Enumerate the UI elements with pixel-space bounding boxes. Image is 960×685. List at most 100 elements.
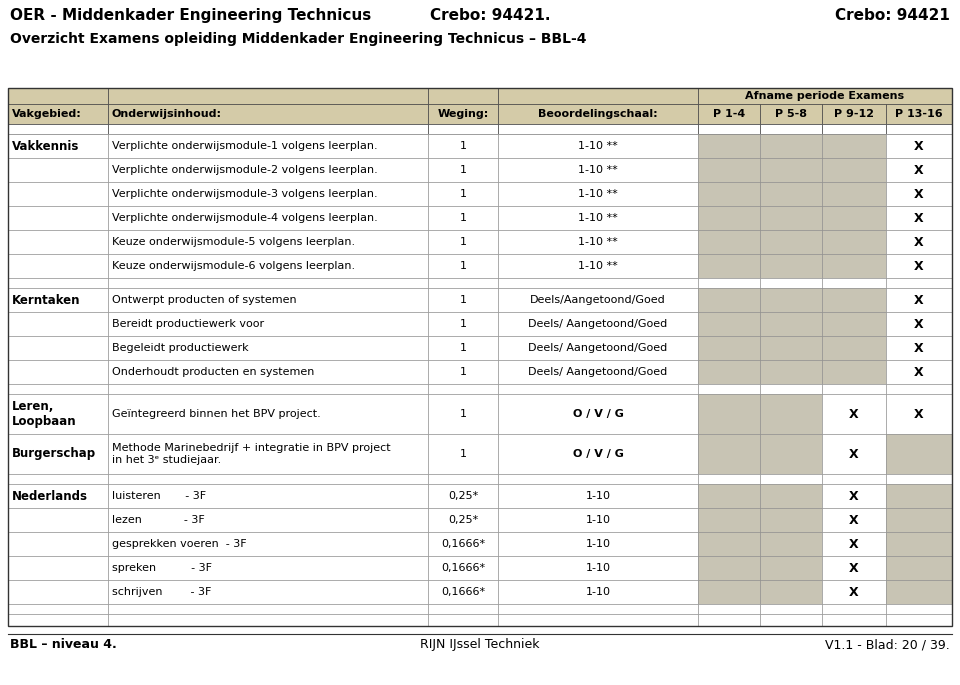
Text: Keuze onderwijsmodule-5 volgens leerplan.: Keuze onderwijsmodule-5 volgens leerplan… (112, 237, 355, 247)
Bar (108, 556, 428, 580)
Text: 1-10 **: 1-10 ** (578, 261, 618, 271)
Text: spreken          - 3F: spreken - 3F (112, 563, 212, 573)
Text: X: X (850, 562, 859, 575)
Bar (8, 278, 108, 288)
Text: Burgerschap: Burgerschap (12, 447, 96, 460)
Text: 1: 1 (460, 409, 467, 419)
Bar (886, 104, 952, 124)
Bar (428, 614, 498, 626)
Bar (8, 434, 108, 474)
Bar (698, 394, 760, 434)
Bar (760, 484, 822, 508)
Bar (108, 206, 428, 230)
Bar (428, 206, 498, 230)
Text: 1: 1 (460, 449, 467, 459)
Bar (886, 474, 952, 484)
Text: Onderhoudt producten en systemen: Onderhoudt producten en systemen (112, 367, 314, 377)
Bar (428, 88, 498, 104)
Text: schrijven        - 3F: schrijven - 3F (112, 587, 211, 597)
Bar (886, 134, 952, 158)
Bar (428, 384, 498, 394)
Bar (8, 88, 108, 104)
Bar (886, 556, 952, 580)
Bar (886, 336, 952, 360)
Text: 1: 1 (460, 319, 467, 329)
Text: X: X (850, 490, 859, 503)
Text: 0,1666*: 0,1666* (441, 587, 485, 597)
Text: Deels/ Aangetoond/Goed: Deels/ Aangetoond/Goed (528, 319, 667, 329)
Text: X: X (850, 586, 859, 599)
Bar (822, 484, 886, 508)
Bar (108, 124, 428, 134)
Bar (822, 336, 886, 360)
Bar (698, 508, 760, 532)
Text: Beoordelingschaal:: Beoordelingschaal: (539, 109, 658, 119)
Text: 1-10 **: 1-10 ** (578, 213, 618, 223)
Bar (822, 288, 886, 312)
Bar (8, 474, 108, 484)
Text: 1-10: 1-10 (586, 563, 611, 573)
Bar (8, 508, 108, 532)
Bar (698, 104, 760, 124)
Bar (822, 580, 886, 604)
Bar (8, 394, 108, 434)
Bar (822, 230, 886, 254)
Bar (498, 104, 698, 124)
Bar (698, 384, 760, 394)
Bar (698, 124, 760, 134)
Text: Deels/Aangetoond/Goed: Deels/Aangetoond/Goed (530, 295, 666, 305)
Bar (760, 556, 822, 580)
Text: 1: 1 (460, 165, 467, 175)
Bar (886, 394, 952, 434)
Bar (886, 484, 952, 508)
Bar (822, 104, 886, 124)
Text: 0,25*: 0,25* (448, 491, 478, 501)
Bar (498, 230, 698, 254)
Bar (498, 474, 698, 484)
Text: 0,1666*: 0,1666* (441, 563, 485, 573)
Text: 0,25*: 0,25* (448, 515, 478, 525)
Text: X: X (850, 408, 859, 421)
Bar (108, 474, 428, 484)
Text: 1: 1 (460, 141, 467, 151)
Bar (822, 508, 886, 532)
Bar (760, 206, 822, 230)
Text: 1-10 **: 1-10 ** (578, 189, 618, 199)
Bar (760, 580, 822, 604)
Bar (498, 182, 698, 206)
Bar (760, 474, 822, 484)
Bar (428, 580, 498, 604)
Bar (760, 158, 822, 182)
Bar (760, 124, 822, 134)
Bar (886, 312, 952, 336)
Text: Begeleidt productiewerk: Begeleidt productiewerk (112, 343, 249, 353)
Bar (428, 434, 498, 474)
Bar (498, 384, 698, 394)
Bar (760, 360, 822, 384)
Text: Crebo: 94421.: Crebo: 94421. (430, 8, 550, 23)
Bar (760, 394, 822, 434)
Text: Verplichte onderwijsmodule-3 volgens leerplan.: Verplichte onderwijsmodule-3 volgens lee… (112, 189, 377, 199)
Bar (698, 230, 760, 254)
Text: Nederlands: Nederlands (12, 490, 88, 503)
Bar (8, 230, 108, 254)
Bar (698, 434, 760, 474)
Bar (428, 134, 498, 158)
Bar (822, 158, 886, 182)
Text: Vakkennis: Vakkennis (12, 140, 80, 153)
Text: Bereidt productiewerk voor: Bereidt productiewerk voor (112, 319, 264, 329)
Text: Overzicht Examens opleiding Middenkader Engineering Technicus – BBL-4: Overzicht Examens opleiding Middenkader … (10, 32, 587, 46)
Bar (760, 508, 822, 532)
Bar (8, 580, 108, 604)
Text: X: X (914, 318, 924, 330)
Bar (108, 104, 428, 124)
Text: 1-10: 1-10 (586, 491, 611, 501)
Text: Geïntegreerd binnen het BPV project.: Geïntegreerd binnen het BPV project. (112, 409, 321, 419)
Bar (498, 88, 698, 104)
Bar (760, 384, 822, 394)
Text: 1: 1 (460, 295, 467, 305)
Text: Deels/ Aangetoond/Goed: Deels/ Aangetoond/Goed (528, 343, 667, 353)
Text: X: X (914, 293, 924, 306)
Bar (8, 384, 108, 394)
Bar (822, 182, 886, 206)
